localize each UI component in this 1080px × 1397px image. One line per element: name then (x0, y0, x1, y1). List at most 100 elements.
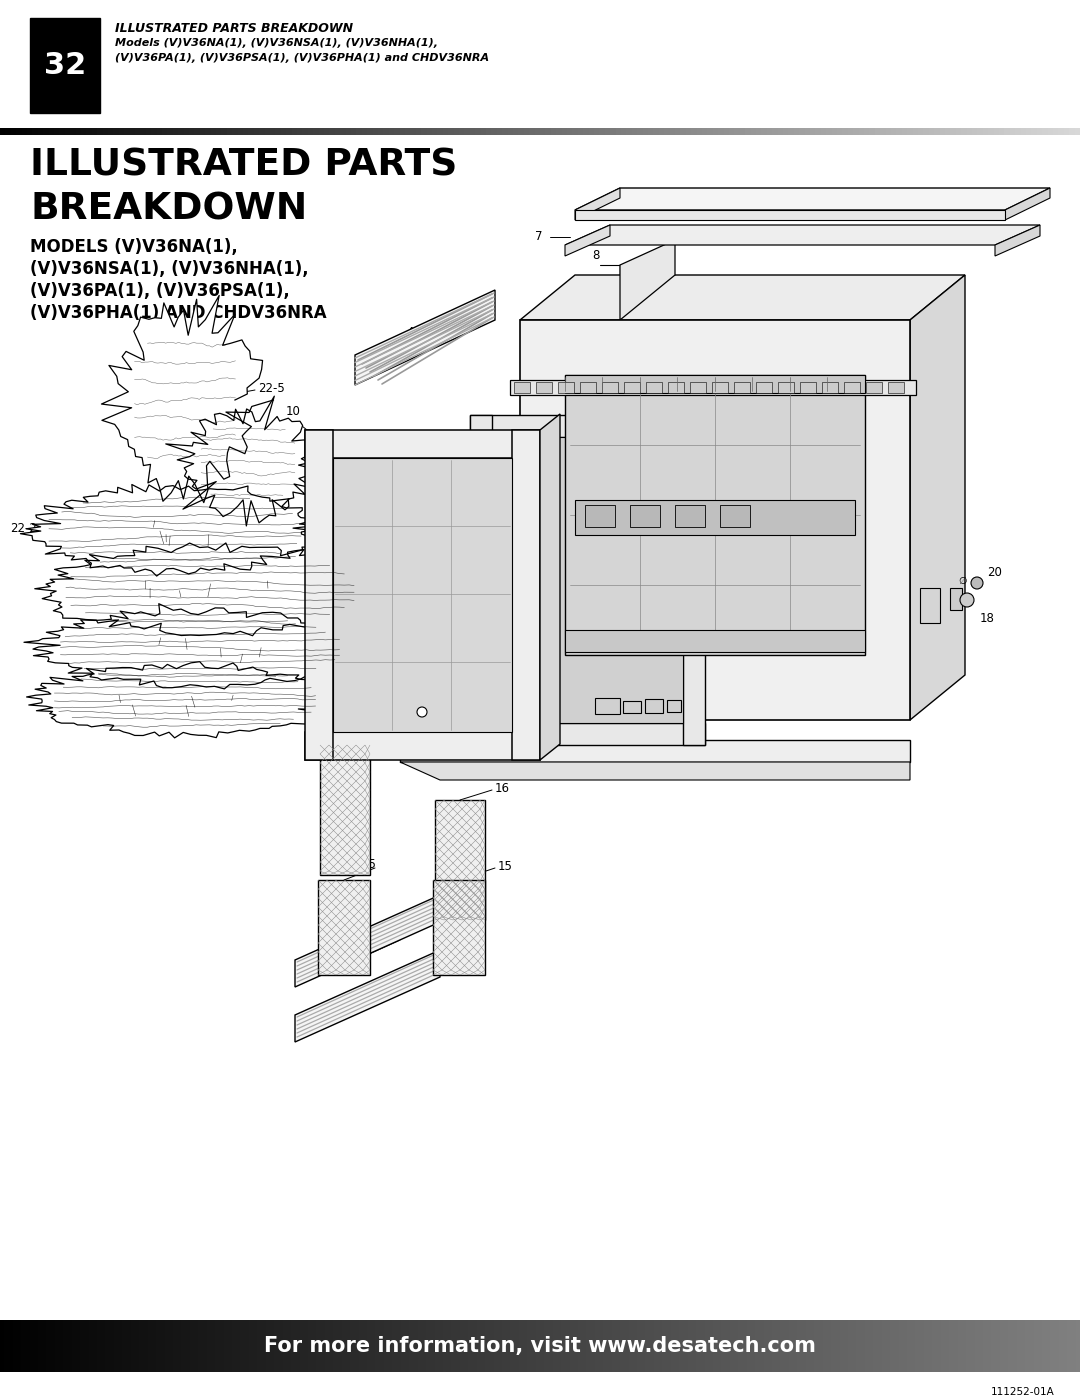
Bar (321, 1320, 326, 1372)
Bar (540, 129, 546, 136)
Bar (237, 1320, 242, 1372)
Bar (469, 1320, 473, 1372)
Bar (302, 129, 309, 136)
Bar (130, 129, 136, 136)
Bar (405, 1320, 410, 1372)
Bar (848, 129, 854, 136)
Bar (822, 381, 838, 393)
Bar (734, 1320, 740, 1372)
Bar (76, 1320, 81, 1372)
Bar (874, 1320, 878, 1372)
Polygon shape (27, 662, 342, 738)
Bar (464, 1320, 470, 1372)
Text: 11: 11 (599, 729, 615, 742)
Bar (702, 129, 708, 136)
Bar (697, 129, 703, 136)
Bar (743, 1320, 747, 1372)
Bar (97, 129, 104, 136)
Bar (580, 381, 596, 393)
Bar (0, 129, 6, 136)
Bar (46, 1320, 52, 1372)
Bar (502, 1320, 508, 1372)
Bar (110, 1320, 114, 1372)
Bar (473, 1320, 477, 1372)
Text: 22-1: 22-1 (370, 574, 396, 588)
Bar (148, 1320, 153, 1372)
Bar (270, 1320, 275, 1372)
Bar (745, 129, 752, 136)
Bar (492, 437, 683, 724)
Bar (1047, 1320, 1052, 1372)
Bar (356, 129, 363, 136)
Bar (620, 1320, 625, 1372)
Bar (977, 129, 984, 136)
Bar (86, 129, 93, 136)
Bar (318, 880, 370, 975)
Bar (135, 129, 141, 136)
Bar (686, 129, 692, 136)
Bar (934, 129, 941, 136)
Circle shape (971, 577, 983, 590)
Bar (553, 1320, 558, 1372)
Bar (529, 129, 536, 136)
Bar (756, 129, 762, 136)
Bar (119, 129, 125, 136)
Bar (531, 1320, 537, 1372)
Bar (565, 374, 865, 655)
Bar (5, 129, 12, 136)
Bar (632, 129, 638, 136)
Bar (826, 129, 833, 136)
Bar (772, 129, 779, 136)
Bar (1004, 1320, 1010, 1372)
Bar (177, 1320, 183, 1372)
Bar (102, 1320, 107, 1372)
Bar (626, 129, 633, 136)
Bar (178, 129, 185, 136)
Bar (839, 1320, 845, 1372)
Bar (221, 129, 228, 136)
Bar (683, 415, 705, 745)
Bar (113, 1320, 119, 1372)
Bar (470, 415, 705, 437)
Bar (595, 1320, 600, 1372)
Bar (637, 1320, 643, 1372)
Bar (211, 1320, 216, 1372)
Text: 32: 32 (44, 50, 86, 80)
Bar (124, 129, 131, 136)
Bar (470, 415, 492, 745)
Bar (713, 129, 719, 136)
Bar (1058, 1320, 1064, 1372)
Bar (1029, 1320, 1035, 1372)
Bar (22, 1320, 26, 1372)
Bar (25, 1320, 30, 1372)
Bar (800, 381, 816, 393)
Bar (367, 129, 374, 136)
Bar (93, 1320, 98, 1372)
Bar (16, 129, 23, 136)
Bar (42, 1320, 48, 1372)
Bar (435, 800, 485, 921)
Bar (848, 1320, 853, 1372)
Bar (438, 1320, 444, 1372)
Bar (837, 129, 843, 136)
Bar (974, 1320, 980, 1372)
Bar (511, 1320, 515, 1372)
Bar (378, 129, 384, 136)
Bar (512, 430, 540, 760)
Bar (84, 1320, 90, 1372)
Bar (591, 1320, 596, 1372)
Bar (923, 129, 930, 136)
Bar (29, 1320, 35, 1372)
Bar (460, 1320, 465, 1372)
Text: 21: 21 (692, 685, 707, 697)
Bar (59, 1320, 65, 1372)
Bar (877, 1320, 882, 1372)
Bar (670, 129, 676, 136)
Bar (297, 129, 303, 136)
Bar (881, 1320, 887, 1372)
Bar (168, 1320, 174, 1372)
Bar (494, 1320, 499, 1372)
Bar (629, 1320, 634, 1372)
Bar (216, 129, 222, 136)
Bar (389, 129, 395, 136)
